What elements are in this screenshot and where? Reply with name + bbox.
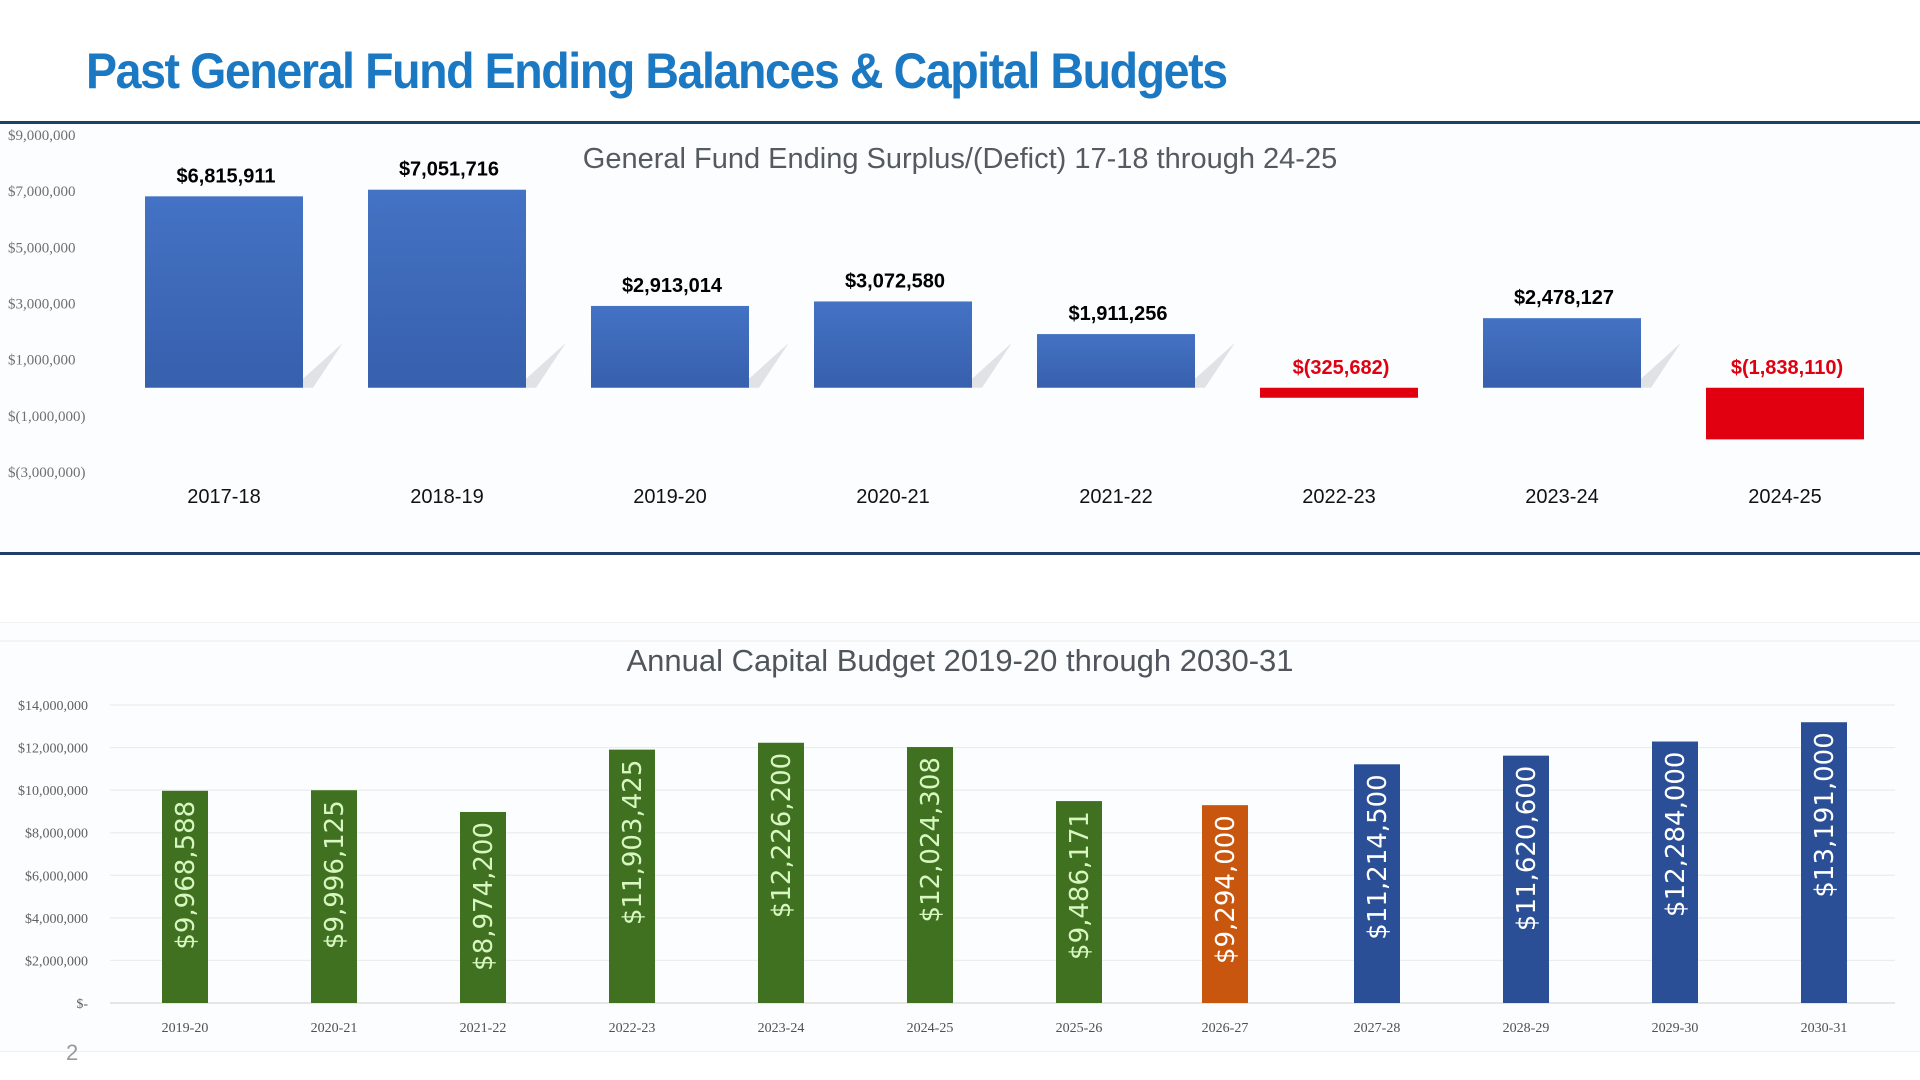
- slide-number: 2: [66, 1040, 79, 1065]
- x-tick-label: 2020-21: [856, 486, 929, 508]
- y-tick-label: $7,000,000: [8, 184, 76, 200]
- y-tick-label: $12,000,000: [18, 742, 88, 757]
- bar-2030-31: [1801, 722, 1847, 1003]
- bar-shadow: [303, 342, 343, 388]
- data-label: $11,620,600: [1512, 766, 1542, 931]
- data-label: $8,974,200: [469, 822, 499, 971]
- bar-shadow: [1195, 342, 1235, 388]
- chart-title: General Fund Ending Surplus/(Defict) 17-…: [583, 143, 1337, 175]
- x-tick-label: 2030-31: [1801, 1021, 1848, 1036]
- data-label: $3,072,580: [845, 270, 945, 292]
- bar-2022-23: [609, 749, 655, 1003]
- y-tick-label: $1,000,000: [8, 353, 76, 369]
- x-tick-label: 2023-24: [758, 1021, 805, 1036]
- bar-2025-26: [1056, 801, 1102, 1003]
- data-label: $2,913,014: [622, 275, 723, 297]
- bar-shadow: [749, 342, 789, 388]
- bar-2024-25: [1706, 387, 1864, 440]
- x-tick-label: 2017-18: [187, 486, 260, 508]
- y-tick-label: $14,000,000: [18, 699, 88, 714]
- y-tick-label: $8,000,000: [25, 827, 88, 842]
- x-tick-label: 2018-19: [410, 486, 483, 508]
- bar-2027-28: [1354, 764, 1400, 1003]
- bar-2023-24: [1483, 318, 1641, 388]
- x-tick-label: 2019-20: [162, 1021, 209, 1036]
- bar-2018-19: [368, 189, 526, 388]
- bar-2019-20: [162, 790, 208, 1003]
- x-tick-label: 2022-23: [1302, 486, 1375, 508]
- y-tick-label: $9,000,000: [8, 128, 76, 144]
- surplus-deficit-chart: General Fund Ending Surplus/(Defict) 17-…: [8, 128, 1864, 508]
- x-tick-label: 2027-28: [1354, 1021, 1401, 1036]
- data-label: $9,996,125: [320, 800, 350, 949]
- data-label: $12,226,200: [767, 753, 797, 918]
- data-label: $9,968,588: [171, 801, 201, 950]
- bar-2020-21: [311, 790, 357, 1003]
- data-label: $(325,682): [1293, 357, 1390, 379]
- data-label: $(1,838,110): [1731, 357, 1843, 379]
- bar-2019-20: [591, 305, 749, 388]
- x-tick-label: 2024-25: [907, 1021, 954, 1036]
- bar-2029-30: [1652, 741, 1698, 1003]
- x-tick-label: 2019-20: [633, 486, 706, 508]
- x-tick-label: 2029-30: [1652, 1021, 1699, 1036]
- data-label: $13,191,000: [1810, 732, 1840, 897]
- bar-2023-24: [758, 742, 804, 1003]
- bar-shadow: [1641, 342, 1681, 388]
- y-tick-label: $2,000,000: [25, 954, 88, 969]
- y-tick-label: $-: [76, 997, 88, 1012]
- slide-title: Past General Fund Ending Balances & Capi…: [86, 43, 1228, 99]
- x-tick-label: 2026-27: [1202, 1021, 1249, 1036]
- y-tick-label: $4,000,000: [25, 912, 88, 927]
- data-label: $7,051,716: [399, 159, 499, 181]
- y-tick-label: $(1,000,000): [8, 409, 86, 425]
- bar-2020-21: [814, 301, 972, 388]
- y-tick-label: $5,000,000: [8, 240, 76, 256]
- y-tick-label: $(3,000,000): [8, 465, 86, 481]
- bar-2024-25: [907, 747, 953, 1003]
- x-tick-label: 2024-25: [1748, 486, 1821, 508]
- data-label: $12,284,000: [1661, 752, 1691, 917]
- x-tick-label: 2022-23: [609, 1021, 656, 1036]
- chart-title: Annual Capital Budget 2019-20 through 20…: [626, 643, 1293, 678]
- data-label: $6,815,911: [177, 165, 276, 187]
- bar-2017-18: [145, 196, 303, 388]
- data-label: $2,478,127: [1514, 287, 1614, 309]
- x-tick-label: 2021-22: [1079, 486, 1152, 508]
- bar-2026-27: [1202, 805, 1248, 1003]
- x-tick-label: 2020-21: [311, 1021, 358, 1036]
- x-tick-label: 2028-29: [1503, 1021, 1550, 1036]
- bar-2021-22: [460, 811, 506, 1003]
- x-tick-label: 2025-26: [1056, 1021, 1103, 1036]
- bar-2028-29: [1503, 755, 1549, 1003]
- x-tick-label: 2021-22: [460, 1021, 507, 1036]
- data-label: $11,903,425: [618, 760, 648, 925]
- y-tick-label: $10,000,000: [18, 784, 88, 799]
- data-label: $1,911,256: [1069, 303, 1168, 325]
- bar-2022-23: [1260, 387, 1418, 398]
- data-label: $12,024,308: [916, 757, 946, 922]
- y-tick-label: $6,000,000: [25, 869, 88, 884]
- data-label: $11,214,500: [1363, 774, 1393, 939]
- bar-shadow: [526, 342, 566, 388]
- x-tick-label: 2023-24: [1525, 486, 1598, 508]
- data-label: $9,294,000: [1211, 815, 1241, 964]
- bar-shadow: [972, 342, 1012, 388]
- y-tick-label: $3,000,000: [8, 297, 76, 313]
- data-label: $9,486,171: [1065, 811, 1095, 960]
- bar-2021-22: [1037, 334, 1195, 388]
